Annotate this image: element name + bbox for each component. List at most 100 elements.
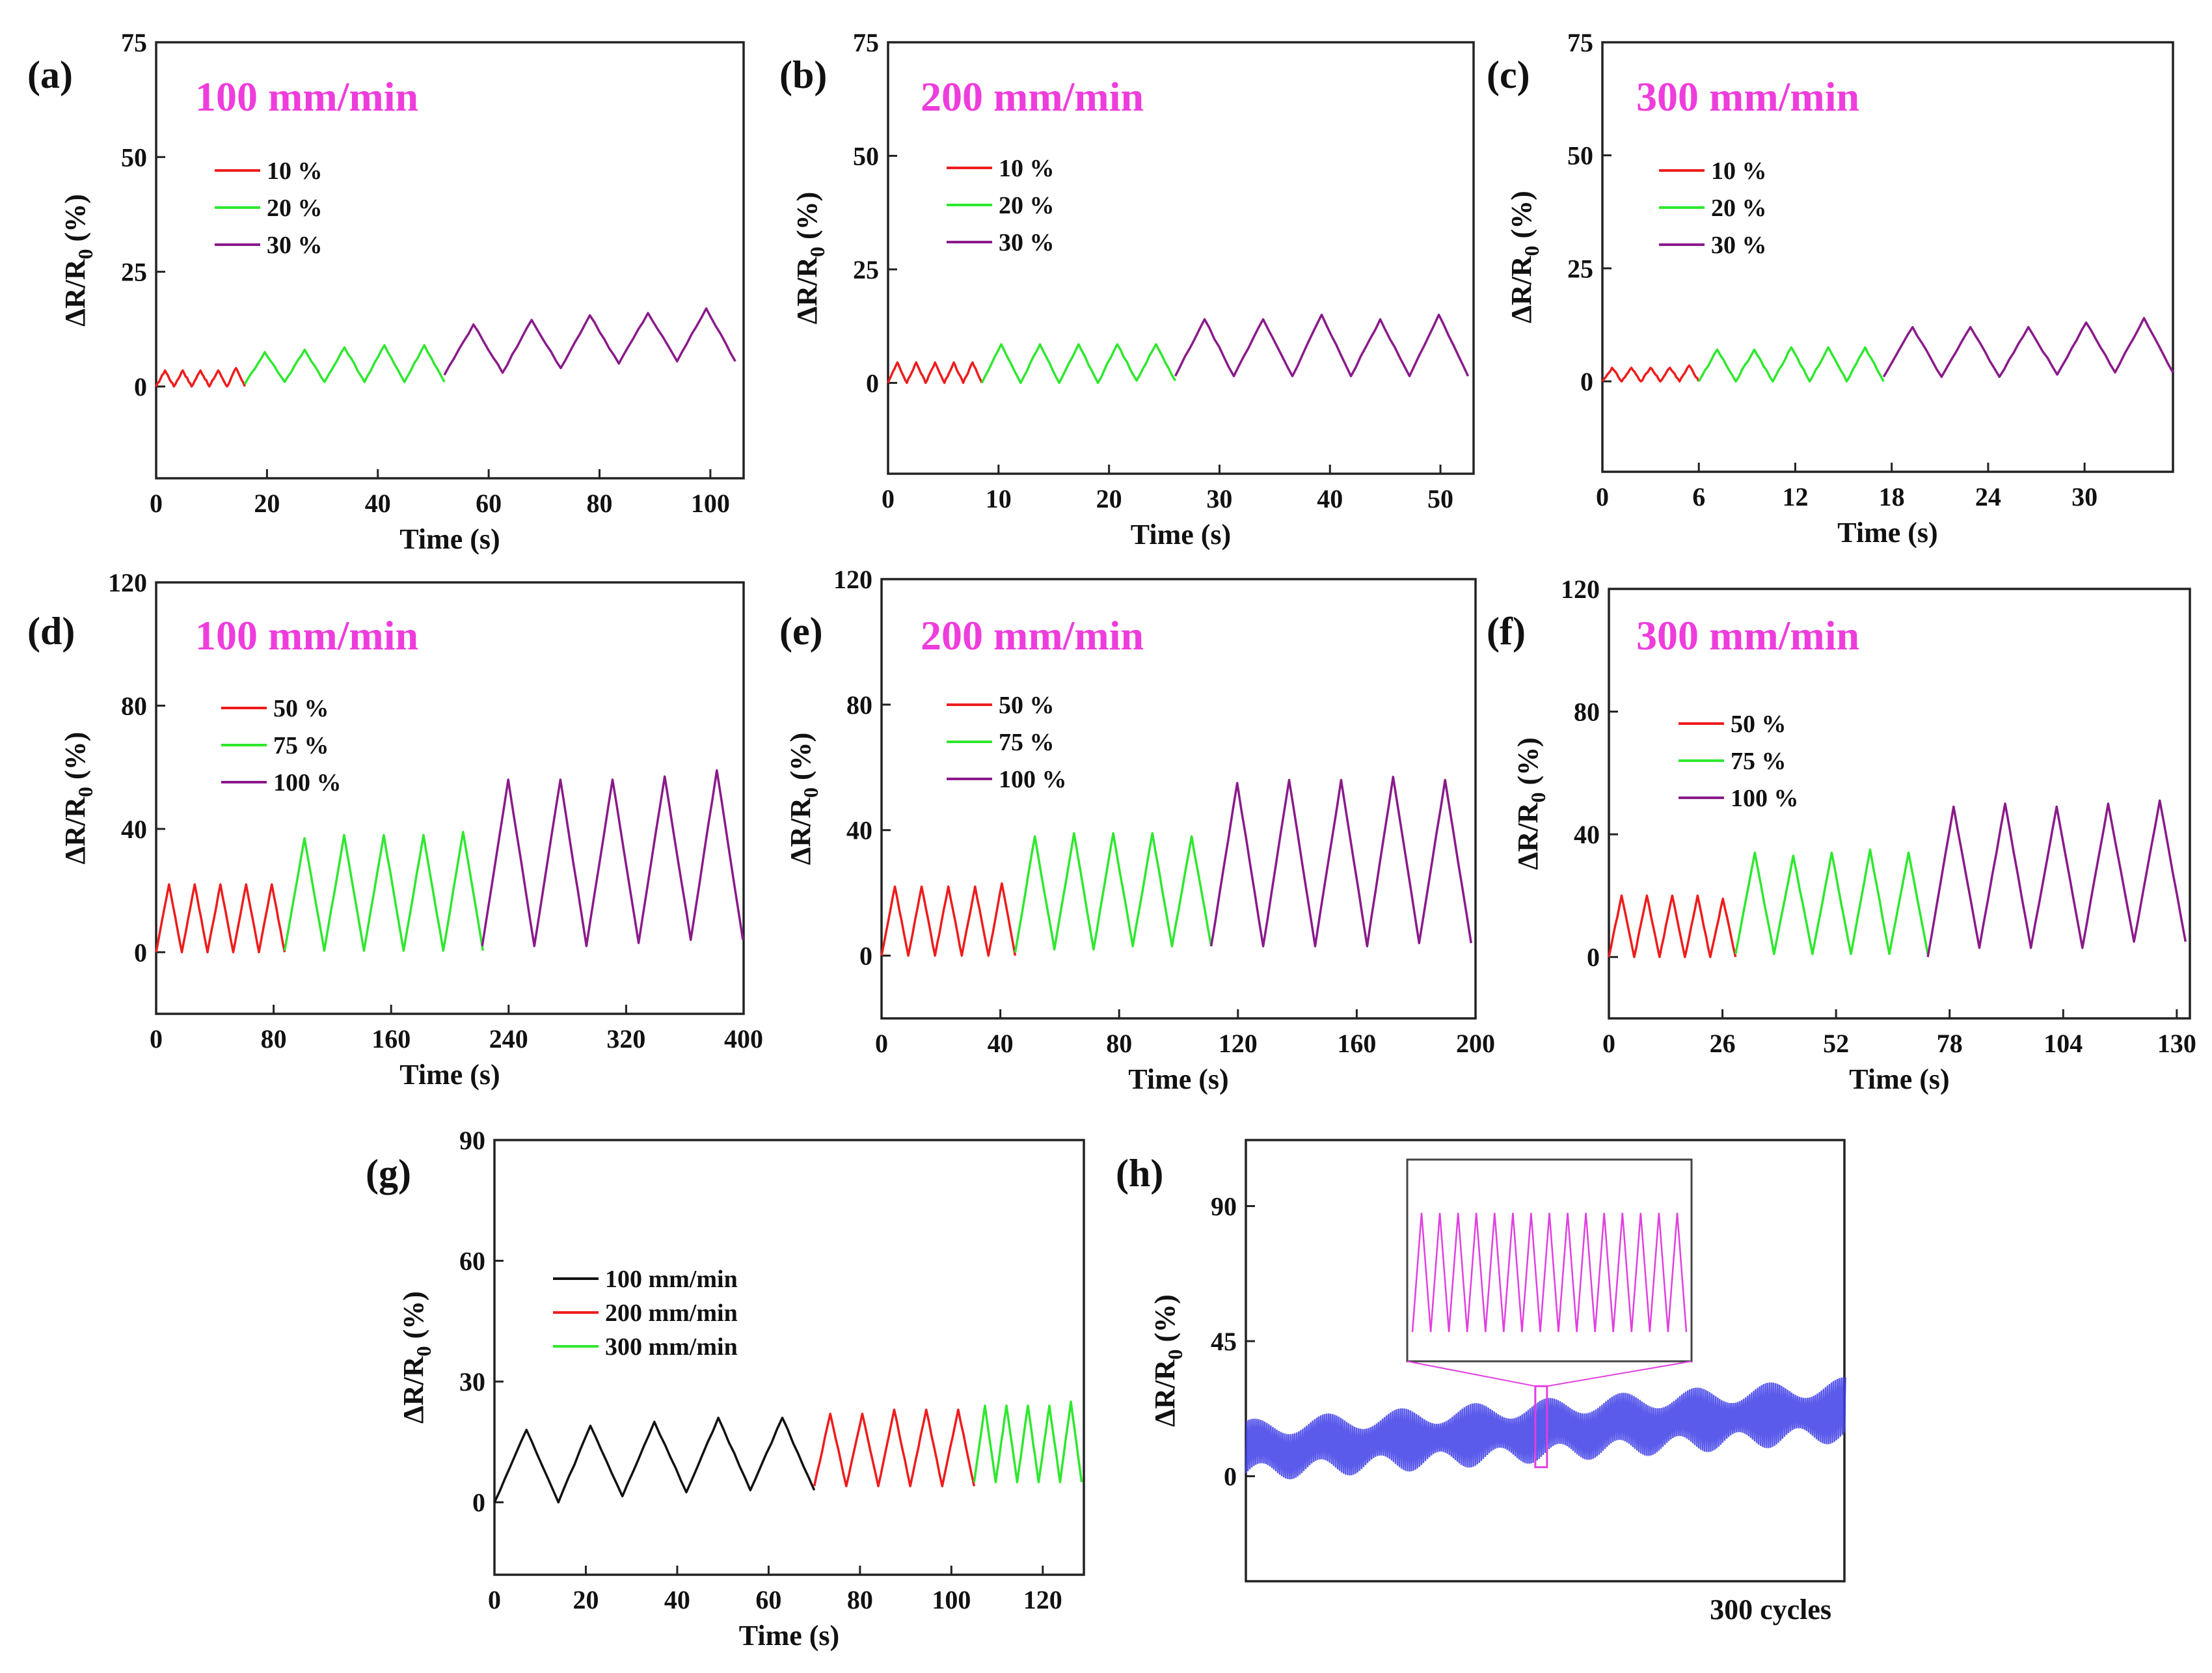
x-axis-label: Time (s) bbox=[739, 1620, 839, 1652]
legend-label: 75 % bbox=[999, 729, 1055, 756]
y-tick-label: 90 bbox=[1211, 1191, 1237, 1221]
series-line bbox=[443, 307, 736, 376]
x-tick-label: 240 bbox=[489, 1024, 528, 1054]
y-axis-label: ΔR/R0 (%) bbox=[1505, 191, 1543, 323]
x-tick-label: 0 bbox=[150, 489, 163, 518]
y-axis-label: ΔR/R0 (%) bbox=[398, 1291, 435, 1424]
x-tick-label: 40 bbox=[664, 1585, 690, 1614]
y-tick-label: 60 bbox=[459, 1247, 485, 1276]
y-axis-label: ΔR/R0 (%) bbox=[791, 192, 829, 325]
x-tick-label: 200 bbox=[1456, 1029, 1495, 1058]
y-tick-label: 80 bbox=[846, 690, 872, 720]
x-tick-label: 40 bbox=[365, 489, 391, 518]
x-tick-label: 26 bbox=[1710, 1029, 1736, 1058]
plot-frame bbox=[1245, 1139, 1846, 1583]
x-tick-label: 40 bbox=[1317, 484, 1343, 513]
panel-e: 0 40 80 120 0 40 80 120 160 200 Time (s) ΔR/R0 (%) (… bbox=[779, 565, 1495, 1095]
series-line bbox=[1174, 313, 1470, 377]
legend-label: 20 % bbox=[267, 195, 323, 222]
y-axis-label: ΔR/R0 (%) bbox=[1512, 737, 1550, 870]
y-tick-label: 0 bbox=[472, 1488, 485, 1517]
x-axis-label: 300 cycles bbox=[1710, 1594, 1831, 1625]
y-tick-label: 0 bbox=[859, 942, 872, 971]
panel-d: 0 40 80 120 0 80 160 240 320 400 Time (s) ΔR/R0 (%)… bbox=[27, 568, 763, 1091]
series-line bbox=[283, 830, 485, 952]
x-axis-label: Time (s) bbox=[1131, 519, 1231, 551]
y-tick-label: 25 bbox=[853, 255, 879, 284]
plot-frame bbox=[880, 578, 1477, 1020]
cycling-band bbox=[1245, 1377, 1846, 1480]
series-line bbox=[887, 361, 983, 385]
series-line bbox=[973, 1400, 1083, 1484]
x-axis-label: Time (s) bbox=[1128, 1063, 1228, 1095]
x-tick-label: 20 bbox=[254, 489, 280, 518]
x-tick-label: 78 bbox=[1937, 1029, 1963, 1058]
series-line bbox=[1209, 776, 1472, 947]
legend-label: 100 mm/min bbox=[605, 1266, 738, 1293]
series-line bbox=[1926, 799, 2187, 958]
y-tick-label: 50 bbox=[1567, 141, 1593, 170]
series-line bbox=[155, 366, 246, 388]
y-tick-label: 120 bbox=[1561, 575, 1600, 604]
panel-a: 0 25 50 75 0 20 40 60 80 100 Time (s) ΔR/R0 (%) (a) 1… bbox=[27, 28, 745, 555]
panel-label: (a) bbox=[27, 53, 73, 96]
series-line bbox=[493, 1417, 816, 1504]
x-tick-label: 20 bbox=[1096, 484, 1122, 513]
x-tick-label: 40 bbox=[988, 1029, 1014, 1058]
y-tick-label: 0 bbox=[1587, 943, 1600, 972]
y-tick-label: 25 bbox=[121, 258, 147, 287]
y-axis-label: ΔR/R0 (%) bbox=[1149, 1294, 1187, 1427]
series-line bbox=[813, 1408, 976, 1488]
x-tick-label: 60 bbox=[755, 1585, 781, 1614]
series-line bbox=[1014, 832, 1213, 953]
x-tick-label: 100 bbox=[691, 489, 730, 518]
panel-label: (g) bbox=[366, 1152, 411, 1195]
y-tick-label: 40 bbox=[121, 815, 147, 844]
panel-label: (h) bbox=[1116, 1152, 1163, 1195]
series-line bbox=[1734, 848, 1929, 955]
x-tick-label: 6 bbox=[1692, 482, 1705, 511]
legend-label: 300 mm/min bbox=[605, 1333, 738, 1361]
panel-h: 0 45 90 300 cycles ΔR/R0 (%) (h) bbox=[1116, 1139, 1846, 1625]
y-tick-label: 120 bbox=[108, 568, 147, 597]
series-line bbox=[243, 344, 446, 385]
y-tick-label: 0 bbox=[1580, 367, 1593, 396]
x-tick-label: 52 bbox=[1823, 1029, 1849, 1058]
panel-speed-title: 200 mm/min bbox=[921, 612, 1144, 659]
x-tick-label: 0 bbox=[1602, 1029, 1615, 1058]
legend-label: 30 % bbox=[999, 229, 1055, 256]
zoom-connector bbox=[1407, 1361, 1536, 1387]
x-tick-label: 160 bbox=[371, 1024, 411, 1054]
zoom-trace bbox=[1411, 1212, 1688, 1333]
y-tick-label: 0 bbox=[1224, 1462, 1237, 1491]
panel-b: 0 25 50 75 0 10 20 30 40 50 Time (s) ΔR/R0 (%) (b) 20… bbox=[779, 28, 1475, 551]
series-line bbox=[481, 769, 744, 947]
zoom-selection-box bbox=[1534, 1385, 1548, 1469]
y-axis-label: ΔR/R0 (%) bbox=[59, 194, 97, 327]
x-tick-label: 30 bbox=[2071, 482, 2097, 511]
x-tick-label: 18 bbox=[1879, 482, 1905, 511]
legend-label: 30 % bbox=[1711, 232, 1767, 259]
legend-label: 10 % bbox=[1711, 157, 1767, 185]
legend-label: 30 % bbox=[267, 232, 323, 259]
x-tick-label: 0 bbox=[882, 484, 895, 513]
y-axis-label: ΔR/R0 (%) bbox=[785, 733, 822, 865]
y-tick-label: 50 bbox=[853, 141, 879, 170]
legend-label: 100 % bbox=[273, 769, 342, 796]
legend-label: 20 % bbox=[1711, 195, 1767, 222]
x-tick-label: 80 bbox=[1106, 1029, 1132, 1058]
zoom-inset-frame bbox=[1406, 1158, 1693, 1363]
y-axis-label: ΔR/R0 (%) bbox=[59, 732, 97, 865]
panel-label: (b) bbox=[779, 53, 827, 96]
panel-label: (f) bbox=[1487, 610, 1526, 653]
plot-frame bbox=[1608, 588, 2191, 1020]
x-tick-label: 120 bbox=[1023, 1585, 1062, 1614]
series-line bbox=[880, 882, 1017, 957]
x-tick-label: 24 bbox=[1975, 482, 2001, 511]
legend-label: 50 % bbox=[273, 695, 329, 722]
plot-frame bbox=[155, 41, 745, 480]
legend-label: 50 % bbox=[999, 692, 1055, 719]
x-tick-label: 80 bbox=[587, 489, 613, 518]
legend-label: 75 % bbox=[1731, 748, 1787, 775]
